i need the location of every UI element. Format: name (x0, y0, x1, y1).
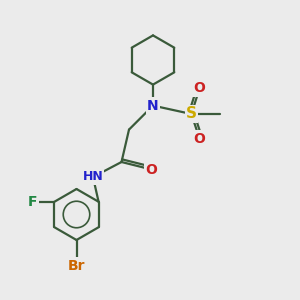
Text: O: O (146, 163, 158, 176)
Text: Br: Br (68, 259, 85, 272)
Text: HN: HN (82, 170, 103, 184)
Text: N: N (147, 99, 159, 112)
Text: O: O (194, 82, 206, 95)
Text: S: S (186, 106, 197, 122)
Text: F: F (28, 195, 38, 209)
Text: O: O (194, 132, 206, 145)
